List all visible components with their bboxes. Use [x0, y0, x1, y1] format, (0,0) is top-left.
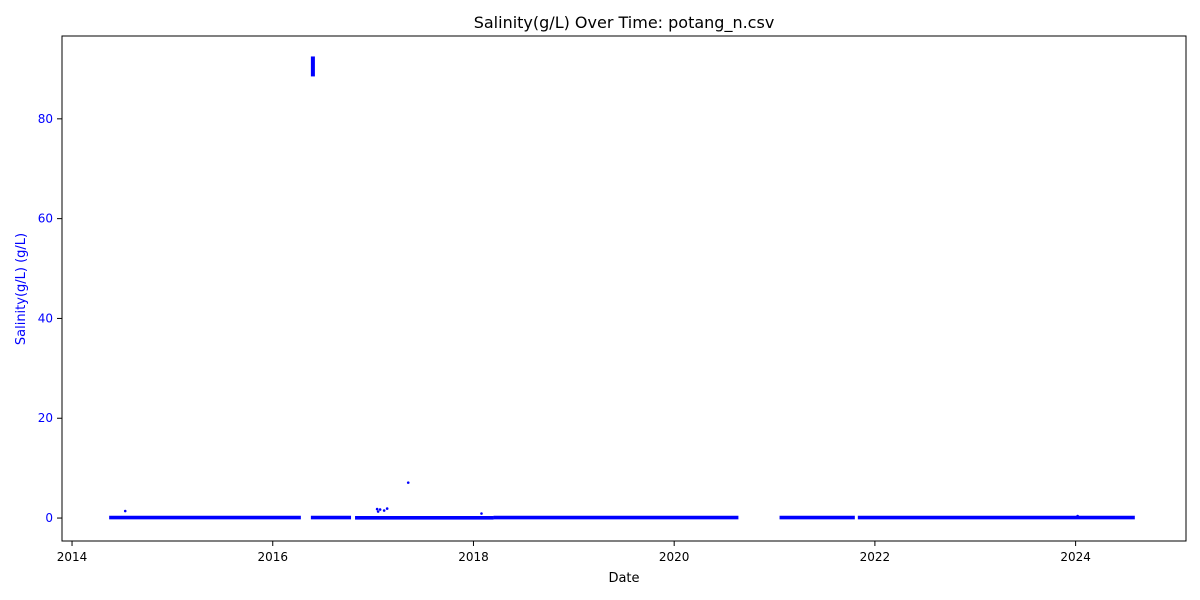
outlier-point [385, 507, 389, 510]
y-tick-label: 60 [38, 212, 53, 226]
outlier-point [480, 512, 483, 515]
baseline-segment [310, 515, 352, 520]
y-tick-label: 40 [38, 311, 53, 325]
x-tick-label: 2016 [257, 550, 288, 564]
x-axis-label: Date [608, 571, 639, 586]
outlier-point [375, 507, 379, 511]
plot-frame [61, 35, 1187, 542]
x-axis-ticks: 2014 2016 2018 2020 2022 2024 [57, 541, 1091, 564]
y-axis-label: Salinity(g/L) (g/L) [14, 233, 29, 345]
outlier-point [123, 509, 127, 513]
chart-title: Salinity(g/L) Over Time: potang_n.csv [474, 13, 775, 33]
baseline-segment [857, 515, 1135, 520]
x-tick-label: 2022 [860, 550, 891, 564]
outlier-point [382, 509, 386, 512]
x-tick-label: 2014 [57, 550, 88, 564]
spike-cluster [310, 56, 315, 77]
outlier-point [406, 481, 410, 484]
x-tick-label: 2024 [1060, 550, 1091, 564]
y-axis-ticks: 0 20 40 60 80 [38, 112, 62, 525]
baseline-segment [779, 515, 855, 520]
y-tick-label: 80 [38, 112, 53, 126]
x-tick-label: 2020 [659, 550, 690, 564]
baseline-segment [109, 515, 301, 520]
data-points [109, 56, 1135, 520]
outlier-point [376, 510, 380, 513]
x-tick-label: 2018 [458, 550, 489, 564]
outlier-point [378, 508, 382, 511]
outlier-point [1076, 514, 1079, 518]
baseline-segment [355, 515, 494, 520]
y-tick-label: 0 [45, 511, 53, 525]
baseline-segment [493, 515, 739, 520]
y-tick-label: 20 [38, 411, 53, 425]
